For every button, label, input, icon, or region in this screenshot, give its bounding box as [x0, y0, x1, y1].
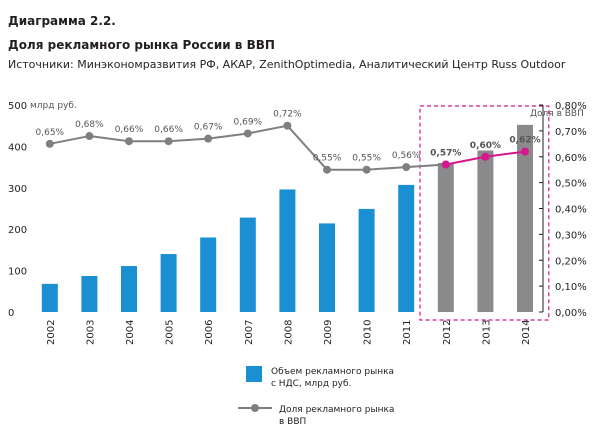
point-label-2014: 0,62% [509, 136, 540, 146]
x-tick-2002: 2002 [46, 320, 57, 345]
line-segment-2002 [49, 135, 90, 145]
point-2010 [362, 165, 371, 174]
legend-line-label-line2: в ВВП [279, 417, 306, 427]
y-right-unit-label: Доля в ВВП [530, 109, 584, 119]
diagram-number: Диаграмма 2.2. [8, 14, 116, 28]
point-label-2005: 0,66% [154, 125, 183, 135]
y-left-tick: 200 [8, 225, 27, 236]
point-2011 [402, 163, 411, 172]
point-2006 [204, 134, 213, 143]
bar-2014 [517, 124, 533, 312]
bar-2013 [477, 150, 494, 312]
x-tick-2003: 2003 [85, 320, 96, 345]
chart-title: Доля рекламного рынка России в ВВП [8, 38, 275, 52]
legend-line-marker [251, 404, 259, 412]
y-right-tick: 0,00% [555, 308, 587, 319]
point-label-2004: 0,66% [115, 125, 144, 135]
line-segment-2008 [286, 125, 328, 171]
forecast-box [419, 105, 550, 321]
point-2012 [441, 160, 450, 169]
line-segment-2013 [485, 150, 526, 158]
y-left-unit-label: млрд руб. [30, 101, 77, 111]
point-label-2012: 0,57% [430, 149, 461, 159]
bar-2011 [398, 184, 415, 312]
point-2014 [521, 147, 529, 156]
point-label-2006: 0,67% [194, 123, 223, 133]
y-left-tick: 500 [8, 101, 27, 112]
point-label-2007: 0,69% [234, 117, 263, 127]
bar-2012 [437, 162, 454, 312]
point-label-2013: 0,60% [470, 141, 501, 151]
point-label-2010: 0,55% [352, 154, 381, 164]
y-left-tick: 300 [8, 184, 27, 195]
x-tick-2014: 2014 [521, 320, 532, 345]
bar-2008 [279, 189, 296, 312]
bar-2006 [200, 237, 217, 312]
x-tick-2008: 2008 [283, 320, 294, 345]
point-label-2008: 0,72% [273, 110, 302, 120]
bar-2007 [239, 217, 256, 312]
point-2005 [164, 137, 173, 146]
y-right-tick: 0,50% [555, 179, 587, 190]
bar-2005 [160, 254, 177, 312]
point-label-2009: 0,55% [313, 154, 342, 164]
point-2013 [481, 152, 490, 161]
line-segment-2003 [89, 135, 130, 143]
point-2004 [125, 137, 133, 146]
x-tick-2010: 2010 [363, 320, 374, 345]
y-right-tick: 0,20% [555, 256, 587, 267]
x-tick-2004: 2004 [125, 320, 136, 345]
point-label-2003: 0,68% [75, 120, 104, 130]
y-left-tick: 100 [8, 267, 27, 278]
point-2003 [85, 132, 94, 141]
x-tick-2005: 2005 [165, 320, 176, 345]
point-label-2011: 0,56% [392, 151, 421, 161]
y-right-tick: 0,80% [555, 101, 587, 112]
x-tick-2009: 2009 [323, 320, 334, 345]
legend-bar-swatch [246, 366, 262, 382]
point-2007 [243, 129, 252, 138]
sources-note: Источники: Минэкономразвития РФ, АКАР, Z… [8, 58, 566, 71]
point-2009 [323, 165, 331, 174]
legend-bar-label-line1: Объем рекламного рынка [271, 367, 394, 377]
line-segment-2006 [208, 132, 248, 140]
y-right-tick: 0,10% [555, 282, 587, 293]
bar-2003 [81, 275, 98, 312]
y-left-tick: 400 [8, 142, 27, 153]
y-left-tick: 0 [8, 308, 14, 319]
line-segment-2011 [406, 163, 446, 169]
line-segment-2007 [247, 124, 288, 135]
y-right-tick: 0,70% [555, 127, 587, 138]
x-tick-2013: 2013 [481, 320, 492, 345]
bar-2004 [121, 266, 137, 312]
line-segment-2010 [366, 166, 407, 171]
point-2008 [283, 121, 292, 130]
line-segment-2005 [168, 137, 209, 143]
legend-bar-label-line2: с НДС, млрд руб. [271, 379, 351, 389]
legend-line-label-line1: Доля рекламного рынка [279, 405, 394, 415]
point-2002 [45, 139, 54, 148]
x-tick-2007: 2007 [244, 320, 255, 345]
x-tick-2012: 2012 [442, 320, 453, 345]
line-segment-2012 [445, 155, 486, 166]
bar-2010 [358, 208, 375, 312]
bar-2009 [319, 223, 335, 312]
y-right-tick: 0,30% [555, 230, 587, 241]
x-tick-2011: 2011 [402, 320, 413, 345]
point-label-2002: 0,65% [36, 128, 65, 138]
x-tick-2006: 2006 [204, 320, 215, 345]
bar-2002 [41, 283, 58, 312]
y-right-tick: 0,60% [555, 153, 587, 164]
y-right-tick: 0,40% [555, 205, 587, 216]
